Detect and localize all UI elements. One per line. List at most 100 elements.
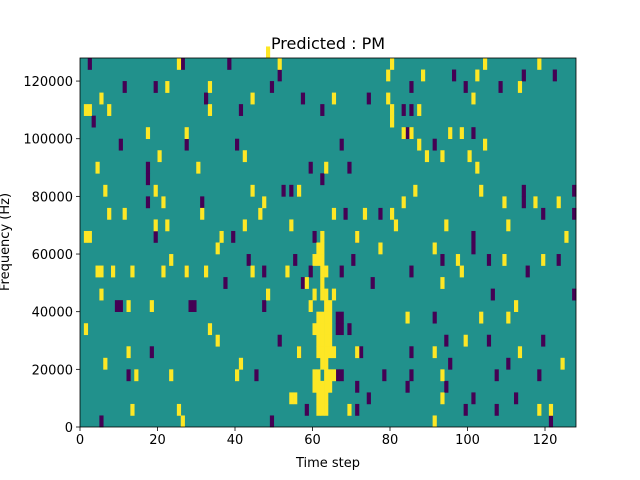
heatmap-cell-high <box>176 403 182 416</box>
heatmap-cell-low <box>366 392 371 405</box>
heatmap-cell-high <box>324 311 329 324</box>
heatmap-cell-low <box>343 207 348 220</box>
heatmap-cell-high <box>424 150 430 163</box>
heatmap-cell-high <box>312 288 317 301</box>
heatmap-cell-high <box>242 150 247 163</box>
heatmap-cell-high <box>297 346 302 359</box>
heatmap-cell-high <box>324 346 329 359</box>
heatmap-cell-high <box>475 69 480 82</box>
x-tick-label: 120 <box>533 433 558 448</box>
heatmap-cell-high <box>440 392 445 405</box>
heatmap-cell-high <box>324 265 329 278</box>
heatmap-cell-high <box>262 196 267 209</box>
heatmap-cell-high <box>324 369 329 382</box>
heatmap-cell-low <box>572 184 577 197</box>
heatmap-cell-low <box>463 403 468 416</box>
heatmap-cell-high <box>126 346 131 359</box>
heatmap-cell-high <box>122 207 127 220</box>
heatmap-cell-low <box>122 81 127 93</box>
heatmap-cell-low <box>312 230 317 243</box>
heatmap-cell-high <box>328 380 333 393</box>
heatmap-cell-low <box>223 277 228 289</box>
heatmap-cell-high <box>564 230 569 243</box>
heatmap-cell-high <box>455 254 461 266</box>
heatmap-cell-high <box>316 380 321 393</box>
heatmap-cell-high <box>502 196 507 209</box>
heatmap-cell-high <box>324 300 329 312</box>
heatmap-cell-high <box>99 288 104 301</box>
heatmap-cell-high <box>502 254 507 266</box>
heatmap-cell-low <box>262 265 267 278</box>
heatmap-cell-low <box>188 300 193 312</box>
heatmap-cell-high <box>328 300 333 312</box>
heatmap-cell-high <box>483 58 488 70</box>
heatmap-cell-high <box>324 323 329 336</box>
heatmap-cell-low <box>347 323 352 336</box>
heatmap-cell-low <box>432 311 437 324</box>
heatmap-cell-low <box>277 69 282 82</box>
y-tick-label: 40000 <box>32 306 73 321</box>
heatmap-cell-high <box>312 323 317 336</box>
heatmap-cell-high <box>308 300 313 312</box>
heatmap-cell-low <box>91 115 96 128</box>
heatmap-cell-high <box>111 265 116 278</box>
heatmap-cell-high <box>169 254 174 266</box>
heatmap-cell-high <box>176 58 182 70</box>
heatmap-cell-low <box>521 184 526 197</box>
heatmap-cell-high <box>107 104 112 116</box>
heatmap-cell-high <box>548 403 554 416</box>
heatmap-cell-high <box>517 81 523 93</box>
heatmap-cell-high <box>320 311 325 324</box>
heatmap-cell-high <box>316 346 321 359</box>
heatmap-cell-low <box>366 92 371 105</box>
heatmap-cell-high <box>312 380 317 393</box>
heatmap-cell-low <box>490 288 495 301</box>
heatmap-cell-high <box>207 323 213 336</box>
heatmap-cell-high <box>316 334 321 347</box>
heatmap-cell-high <box>324 392 329 405</box>
heatmap-cell-high <box>297 184 302 197</box>
heatmap-cell-low <box>99 415 104 428</box>
heatmap-cell-low <box>556 254 561 266</box>
heatmap-cell-high <box>320 242 325 255</box>
heatmap-cell-high <box>320 230 325 243</box>
heatmap-cell-low <box>471 127 476 140</box>
heatmap-cell-high <box>215 334 220 347</box>
heatmap-cell-high <box>537 403 542 416</box>
heatmap-cell-low <box>506 357 511 370</box>
heatmap-cell-high <box>215 242 220 255</box>
heatmap-cell-low <box>320 104 325 116</box>
heatmap-cell-low <box>145 173 151 186</box>
heatmap-cell-high <box>467 150 472 163</box>
heatmap-cell-low <box>409 346 414 359</box>
heatmap-cell-low <box>269 81 275 93</box>
heatmap-cell-high <box>99 92 104 105</box>
heatmap-cell-high <box>157 150 162 163</box>
heatmap-cell-high <box>184 265 189 278</box>
heatmap-cell-high <box>165 81 170 93</box>
heatmap-cell-low <box>521 196 526 209</box>
heatmap-cell-low <box>293 254 298 266</box>
heatmap-cell-high <box>331 288 337 301</box>
heatmap-cell-low <box>514 392 519 405</box>
heatmap-cell-high <box>196 161 201 174</box>
heatmap-cell-low <box>382 369 387 382</box>
heatmap-cell-high <box>390 104 395 116</box>
heatmap-cell-high <box>316 392 321 405</box>
heatmap-cell-high <box>266 288 271 301</box>
heatmap-cell-low <box>184 138 189 151</box>
heatmap-cell-low <box>254 369 259 382</box>
heatmap-cell-high <box>401 196 406 209</box>
heatmap-cell-high <box>207 104 213 116</box>
heatmap-cell-high <box>432 346 437 359</box>
heatmap-cell-low <box>339 138 344 151</box>
heatmap-cell-high <box>560 357 565 370</box>
heatmap-cell-high <box>277 58 282 70</box>
heatmap-cell-low <box>452 69 457 82</box>
heatmap-cell-low <box>149 346 154 359</box>
heatmap-cell-high <box>161 265 166 278</box>
y-tick-label: 60000 <box>32 248 73 263</box>
heatmap-cell-low <box>486 254 492 266</box>
heatmap-cell-high <box>320 288 325 301</box>
